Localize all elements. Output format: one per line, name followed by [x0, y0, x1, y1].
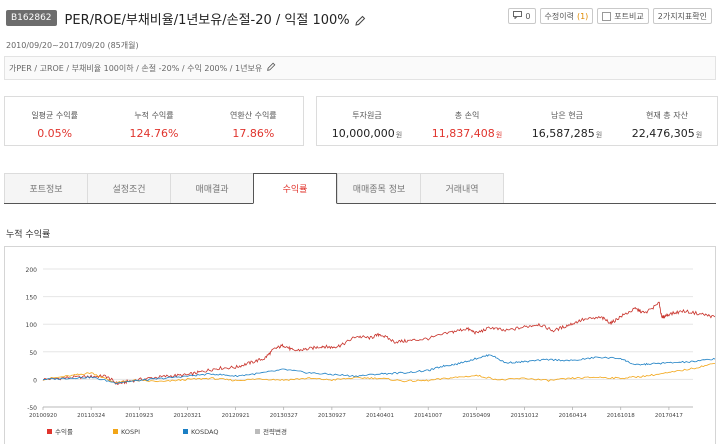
stat-value: 10,000,000원 [317, 127, 417, 140]
x-tick-label: 20120321 [173, 413, 201, 419]
legend-label: KOSDAQ [191, 428, 219, 436]
stat-label: 연환산 수익률 [229, 111, 277, 120]
edit-history-button[interactable]: 수정이력 (1) [539, 8, 594, 24]
page-header: B162862 PER/ROE/부채비율/1년보유/손절-20 / 익절 100… [6, 6, 712, 30]
x-tick-label: 20130327 [270, 413, 298, 419]
x-tick-label: 20100920 [29, 413, 57, 419]
returns-summary: 일평균 수익률 0.05% 누적 수익률 124.76% 연환산 수익률 17.… [4, 96, 304, 146]
stat-label: 일평균 수익률 [31, 111, 79, 120]
tab-settings[interactable]: 설정조건 [87, 173, 170, 203]
backtest-period: 2010/09/20~2017/09/20 (85개월) [6, 41, 139, 50]
stat-label: 투자원금 [352, 111, 382, 120]
stat-number: 22,476,305 [631, 127, 695, 140]
legend-swatch [183, 429, 188, 434]
currency-unit: 원 [395, 131, 403, 139]
stat-number: 16,587,285 [531, 127, 595, 140]
indicator-check-button[interactable]: 2가지지표확인 [652, 8, 712, 24]
stat-number: 10,000,000 [331, 127, 395, 140]
stat-label: 남은 현금 [551, 111, 583, 120]
stat-label: 총 손익 [454, 111, 480, 120]
pencil-icon[interactable] [354, 12, 366, 26]
tab-port-info[interactable]: 포트정보 [4, 173, 87, 203]
comment-icon [513, 11, 523, 21]
stat-total-profit: 총 손익 11,837,408원 [417, 97, 517, 145]
stat-value: 124.76% [129, 127, 179, 140]
portfolio-compare-button[interactable]: 포트비교 [597, 8, 649, 24]
currency-unit: 원 [595, 131, 603, 139]
stat-value: 0.05% [37, 127, 73, 140]
tab-transactions[interactable]: 거래내역 [420, 173, 504, 203]
stat-daily-return: 일평균 수익률 0.05% [5, 97, 104, 145]
strategy-code-badge: B162862 [6, 10, 57, 26]
y-tick-label: 50 [29, 350, 37, 357]
legend-swatch [255, 429, 260, 434]
x-tick-label: 20130927 [318, 413, 346, 419]
assets-summary: 투자원금 10,000,000원 총 손익 11,837,408원 남은 현금 … [316, 96, 718, 146]
stat-annual-return: 연환산 수익률 17.86% [204, 97, 303, 145]
pencil-icon[interactable] [266, 62, 278, 74]
edit-history-count: (1) [576, 11, 589, 21]
currency-unit: 원 [695, 131, 703, 139]
x-tick-label: 20160414 [559, 413, 587, 419]
stat-total-assets: 현재 총 자산 22,476,305원 [617, 97, 717, 145]
legend-swatch [113, 429, 118, 434]
x-tick-label: 20151012 [510, 413, 538, 419]
legend-label: 수익률 [55, 428, 73, 436]
x-tick-label: 20141007 [414, 413, 442, 419]
x-tick-label: 20140401 [366, 413, 394, 419]
tab-bar: 포트정보 설정조건 매매결과 수익률 매매종목 정보 거래내역 [4, 173, 716, 204]
stat-label: 누적 수익률 [134, 111, 174, 120]
comments-count: 0 [525, 11, 531, 21]
x-tick-label: 20161018 [607, 413, 635, 419]
series-line-2 [42, 362, 715, 384]
cumulative-return-chart: -50 0 50 100 150 200 20100920 20110324 20110923 2… [4, 246, 716, 444]
currency-unit: 원 [495, 131, 503, 139]
y-tick-label: 0 [33, 377, 37, 384]
conditions-bar: 가PER / 고ROE / 부채비율 100이하 / 손절 -20% / 수익 … [4, 56, 716, 80]
comments-button[interactable]: 0 [508, 8, 536, 24]
series-line-1 [42, 301, 715, 386]
tab-returns[interactable]: 수익률 [253, 173, 337, 204]
stat-label: 현재 총 자산 [646, 111, 688, 120]
stat-remaining-cash: 남은 현금 16,587,285원 [517, 97, 617, 145]
x-tick-label: 20110324 [77, 413, 105, 419]
section-title: 누적 수익률 [6, 230, 51, 240]
conditions-text: 가PER / 고ROE / 부채비율 100이하 / 손절 -20% / 수익 … [9, 63, 263, 73]
legend-swatch [47, 429, 52, 434]
y-tick-label: -50 [27, 405, 37, 412]
stat-value: 17.86% [232, 127, 275, 140]
x-tick-label: 20120921 [222, 413, 250, 419]
y-tick-label: 150 [26, 295, 38, 302]
tab-trade-results[interactable]: 매매결과 [170, 173, 253, 203]
stat-number: 11,837,408 [431, 127, 495, 140]
stat-value: 11,837,408원 [417, 127, 517, 140]
indicator-check-label: 2가지지표확인 [657, 11, 707, 21]
x-tick-label: 20170417 [655, 413, 683, 419]
stat-cumulative-return: 누적 수익률 124.76% [104, 97, 203, 145]
y-tick-label: 100 [26, 322, 38, 329]
legend-label: 전략변경 [263, 427, 287, 436]
x-tick-label: 20110923 [125, 413, 153, 419]
portfolio-compare-label: 포트비교 [614, 11, 644, 21]
x-tick-label: 20150409 [462, 413, 490, 419]
tab-traded-stocks[interactable]: 매매종목 정보 [337, 173, 420, 203]
edit-history-label: 수정이력 [544, 11, 574, 21]
stat-value: 16,587,285원 [517, 127, 617, 140]
stat-principal: 투자원금 10,000,000원 [317, 97, 417, 145]
y-tick-label: 200 [26, 267, 38, 274]
page-title: PER/ROE/부채비율/1년보유/손절-20 / 익절 100% [64, 12, 350, 28]
checkbox-icon [602, 11, 612, 21]
series-line-3 [42, 354, 715, 384]
stat-value: 22,476,305원 [617, 127, 717, 140]
chart-svg: -50 0 50 100 150 200 20100920 20110324 20110923 2… [26, 267, 715, 436]
header-actions: 0 수정이력 (1) 포트비교 2가지지표확인 [508, 8, 712, 24]
legend-label: KOSPI [121, 428, 140, 436]
